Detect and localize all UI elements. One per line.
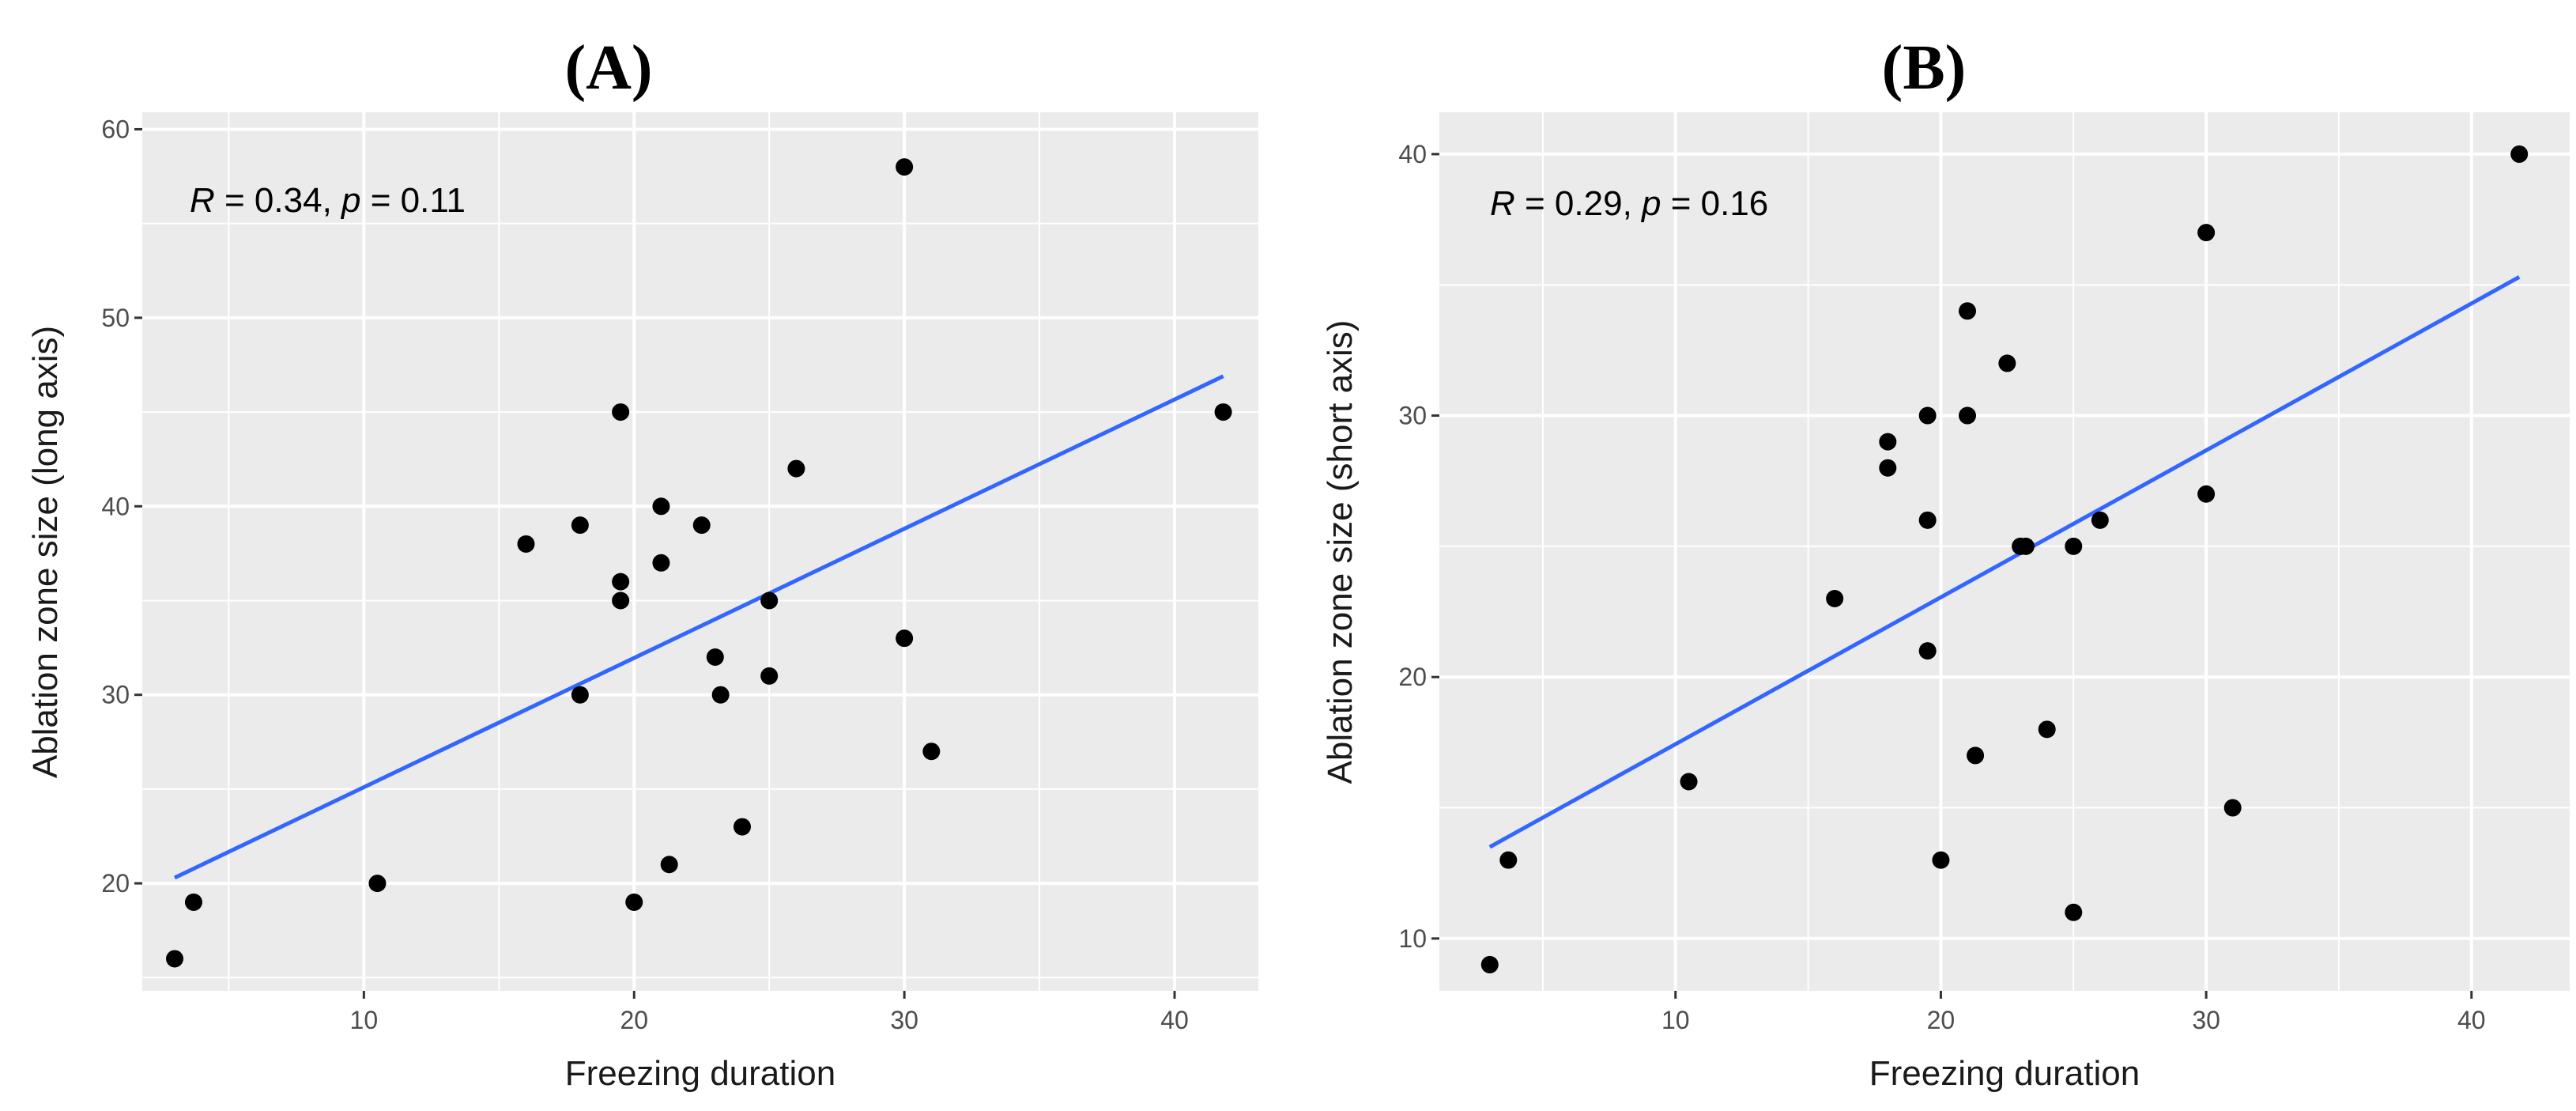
- x-tick-label: 30: [2192, 1006, 2220, 1034]
- data-point: [1480, 955, 1499, 973]
- panel-label: (A): [564, 33, 652, 103]
- data-point: [922, 743, 941, 761]
- annotation-r-text: = 0.29,: [1515, 184, 1642, 223]
- data-point: [368, 875, 387, 893]
- x-tick-label: 10: [350, 1006, 379, 1034]
- data-point: [760, 591, 779, 610]
- plot-background: [142, 112, 1258, 991]
- data-point: [1967, 746, 1985, 765]
- x-tick-label: 20: [1927, 1006, 1956, 1034]
- data-point: [1918, 511, 1937, 529]
- data-point: [2091, 511, 2109, 529]
- data-point: [652, 497, 670, 516]
- data-point: [1918, 642, 1937, 660]
- annotation-p-text: = 0.16: [1661, 184, 1769, 223]
- data-point: [1959, 302, 1977, 320]
- y-tick-label: 10: [1398, 924, 1427, 953]
- x-axis-title: Freezing duration: [565, 1054, 835, 1093]
- correlation-annotation: R = 0.34, p = 0.11: [190, 181, 466, 220]
- data-point: [652, 554, 670, 572]
- correlation-annotation: R = 0.29, p = 0.16: [1490, 184, 1768, 223]
- x-tick-label: 20: [620, 1006, 648, 1034]
- y-tick-label: 30: [101, 681, 130, 709]
- y-tick-label: 30: [1398, 402, 1427, 430]
- y-tick-label: 20: [101, 869, 130, 897]
- data-point: [1918, 406, 1937, 425]
- data-point: [896, 629, 914, 648]
- y-tick-label: 40: [101, 492, 130, 520]
- data-point: [184, 893, 202, 911]
- data-point: [612, 591, 630, 610]
- panel-label: (B): [1882, 33, 1967, 103]
- data-point: [706, 648, 724, 667]
- data-point: [1959, 406, 1977, 425]
- data-point: [1826, 590, 1844, 608]
- data-point: [166, 950, 184, 968]
- annotation-p-sym: p: [340, 181, 360, 220]
- data-point: [1932, 851, 1950, 869]
- data-point: [1998, 354, 2016, 372]
- regression-line: [173, 374, 1224, 880]
- data-point: [733, 818, 751, 836]
- x-tick-label: 40: [1160, 1006, 1189, 1034]
- y-tick-label: 40: [1398, 140, 1427, 168]
- regression-line: [1488, 275, 2521, 849]
- data-point: [2065, 537, 2083, 555]
- data-point: [1879, 459, 1897, 477]
- annotation-r-text: = 0.34,: [215, 181, 341, 220]
- data-point: [571, 686, 589, 704]
- data-point: [2223, 799, 2242, 817]
- data-point: [660, 856, 678, 874]
- annotation-p-sym: p: [1640, 184, 1661, 223]
- data-point: [2038, 720, 2056, 739]
- annotation-r-sym: R: [190, 181, 215, 220]
- data-point: [2197, 224, 2216, 242]
- y-axis-title: Ablation zone size (short axis): [1321, 320, 1360, 784]
- data-point: [787, 459, 805, 478]
- data-point: [1879, 433, 1897, 451]
- x-tick-label: 10: [1661, 1006, 1690, 1034]
- chart-panel-1: (A) 10 20 30 40 20 30 40 50 60 Freezing duration Ab…: [26, 33, 1258, 1093]
- data-point: [2510, 145, 2529, 163]
- data-point: [1214, 403, 1232, 421]
- y-tick-label: 60: [101, 115, 130, 143]
- x-tick-label: 30: [890, 1006, 918, 1034]
- x-tick-label: 40: [2457, 1006, 2486, 1034]
- data-point: [612, 403, 630, 421]
- x-axis-title: Freezing duration: [1869, 1054, 2140, 1093]
- data-point: [612, 573, 630, 591]
- annotation-r-sym: R: [1490, 184, 1515, 223]
- data-point: [2065, 903, 2083, 921]
- data-point: [517, 535, 535, 553]
- plot-background: [1439, 112, 2570, 991]
- data-point: [625, 893, 643, 911]
- y-tick-label: 50: [101, 304, 130, 332]
- data-point: [571, 516, 589, 535]
- data-point: [896, 158, 914, 176]
- annotation-p-text: = 0.11: [361, 181, 466, 220]
- y-axis-title: Ablation zone size (long axis): [26, 326, 65, 778]
- data-point: [2197, 485, 2216, 503]
- data-point: [692, 516, 711, 535]
- data-point: [1680, 773, 1698, 791]
- data-point: [2016, 537, 2035, 555]
- chart-panel-2: (B) 10 20 30 40 10 20 30 40 Freezing duration Abla…: [1321, 33, 2570, 1093]
- data-point: [1499, 851, 1518, 869]
- data-point: [760, 667, 779, 685]
- data-point: [711, 686, 730, 704]
- y-tick-label: 20: [1398, 663, 1427, 691]
